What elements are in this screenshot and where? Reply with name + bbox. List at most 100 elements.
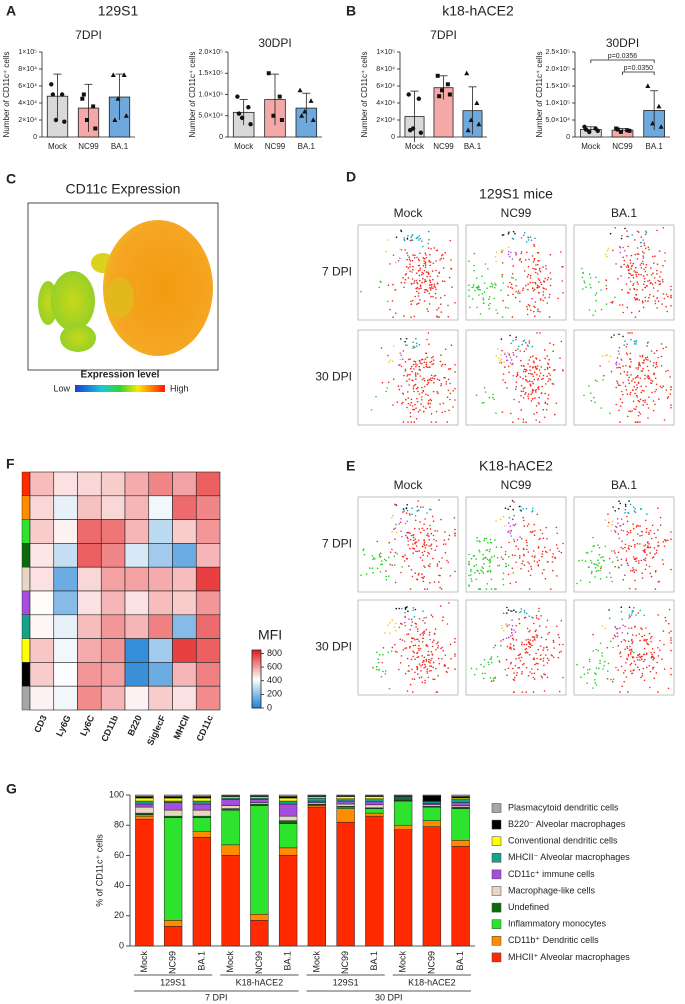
cell-dot [617,669,619,671]
cell-dot [631,264,633,267]
cell-dot [387,381,390,384]
legend-swatch [491,902,502,913]
cell-dot [417,410,420,413]
cell-dot [522,234,525,236]
x-tick-label: NC99 [168,951,178,974]
cell-dot [416,656,419,659]
cell-dot [633,270,635,272]
cell-dot [515,386,518,388]
cell-dot [628,277,630,279]
cell-dot [560,650,562,653]
cell-dot [544,277,546,280]
cell-dot [527,345,529,348]
cell-dot [662,227,665,229]
cell-dot [643,359,645,362]
cell-dot [441,646,444,649]
cell-dot [399,248,402,251]
cell-dot [495,284,497,286]
cell-dot [487,661,490,664]
y-tick-label: 6×10⁴ [376,83,395,90]
cell-dot [404,344,407,346]
cell-dot [476,569,479,572]
cell-dot [637,253,640,255]
cell-dot [640,627,642,629]
data-point [615,127,620,132]
cell-dot [413,637,415,640]
data-point [476,121,482,127]
cell-dot [538,559,541,562]
group-label: K18-hACE2 [408,977,456,987]
cell-dot [640,656,642,659]
cell-dot [548,296,550,299]
cell-dot [635,569,637,571]
cell-dot [482,572,485,574]
cell-dot [411,239,414,242]
cell-dot [430,399,433,402]
cell-dot [536,657,538,660]
cell-dot [417,292,420,295]
cell-dot [493,297,495,300]
cell-dot [449,239,452,242]
heatmap-cell [195,638,221,663]
cell-dot [440,567,442,569]
cell-dot [423,575,426,578]
cell-dot [417,630,419,633]
cell-dot [656,365,658,368]
colorbar-segment [252,671,261,674]
cell-dot [433,283,436,286]
cell-dot [391,548,393,551]
cell-dot [424,566,426,569]
cell-dot [447,667,450,669]
cell-dot [415,550,417,552]
cell-dot [409,263,411,266]
cell-dot [431,616,434,618]
cell-dot [615,362,617,365]
cell-dot [595,299,597,302]
cell-dot [659,282,662,285]
bar-segment [250,805,269,915]
cell-dot [488,550,491,553]
cell-dot [533,378,536,381]
panel-label: G [6,781,17,797]
colorbar-segment [252,650,261,652]
cell-dot [385,390,388,393]
cell-dot [649,572,652,575]
cell-dot [483,291,486,294]
cell-dot [607,670,609,672]
cell-dot [655,383,658,386]
cell-dot [625,550,628,552]
cell-dot [501,316,504,318]
cell-dot [428,238,430,241]
cell-dot [401,639,404,641]
cell-dot [502,558,504,560]
cell-dot [644,658,646,661]
cell-dot [529,574,532,577]
heatmap-cell [148,638,173,663]
cell-dot [423,630,426,632]
cell-dot [438,499,440,501]
cell-dot [481,402,484,404]
cell-dot [586,682,588,684]
cell-dot [653,651,656,654]
cell-dot [543,673,545,675]
cell-dot [414,542,416,545]
cell-dot [512,265,514,267]
bar-segment [221,855,240,947]
embedding-plot [573,599,675,696]
cell-dot [430,659,432,661]
cell-dot [483,677,485,680]
y-axis-label: Number of CD11c⁺ cells [360,52,369,138]
cell-dot [548,358,550,361]
data-point [468,117,474,122]
cell-dot [537,388,540,391]
cell-dot [441,254,443,257]
colorbar-segment [252,705,261,707]
cell-dot [430,532,433,535]
cell-dot [489,560,492,562]
cell-dot [618,333,620,336]
cell-dot [595,648,597,651]
cell-dot [496,348,499,350]
cell-dot [664,260,666,262]
cell-dot [436,563,439,565]
cell-dot [535,617,538,619]
